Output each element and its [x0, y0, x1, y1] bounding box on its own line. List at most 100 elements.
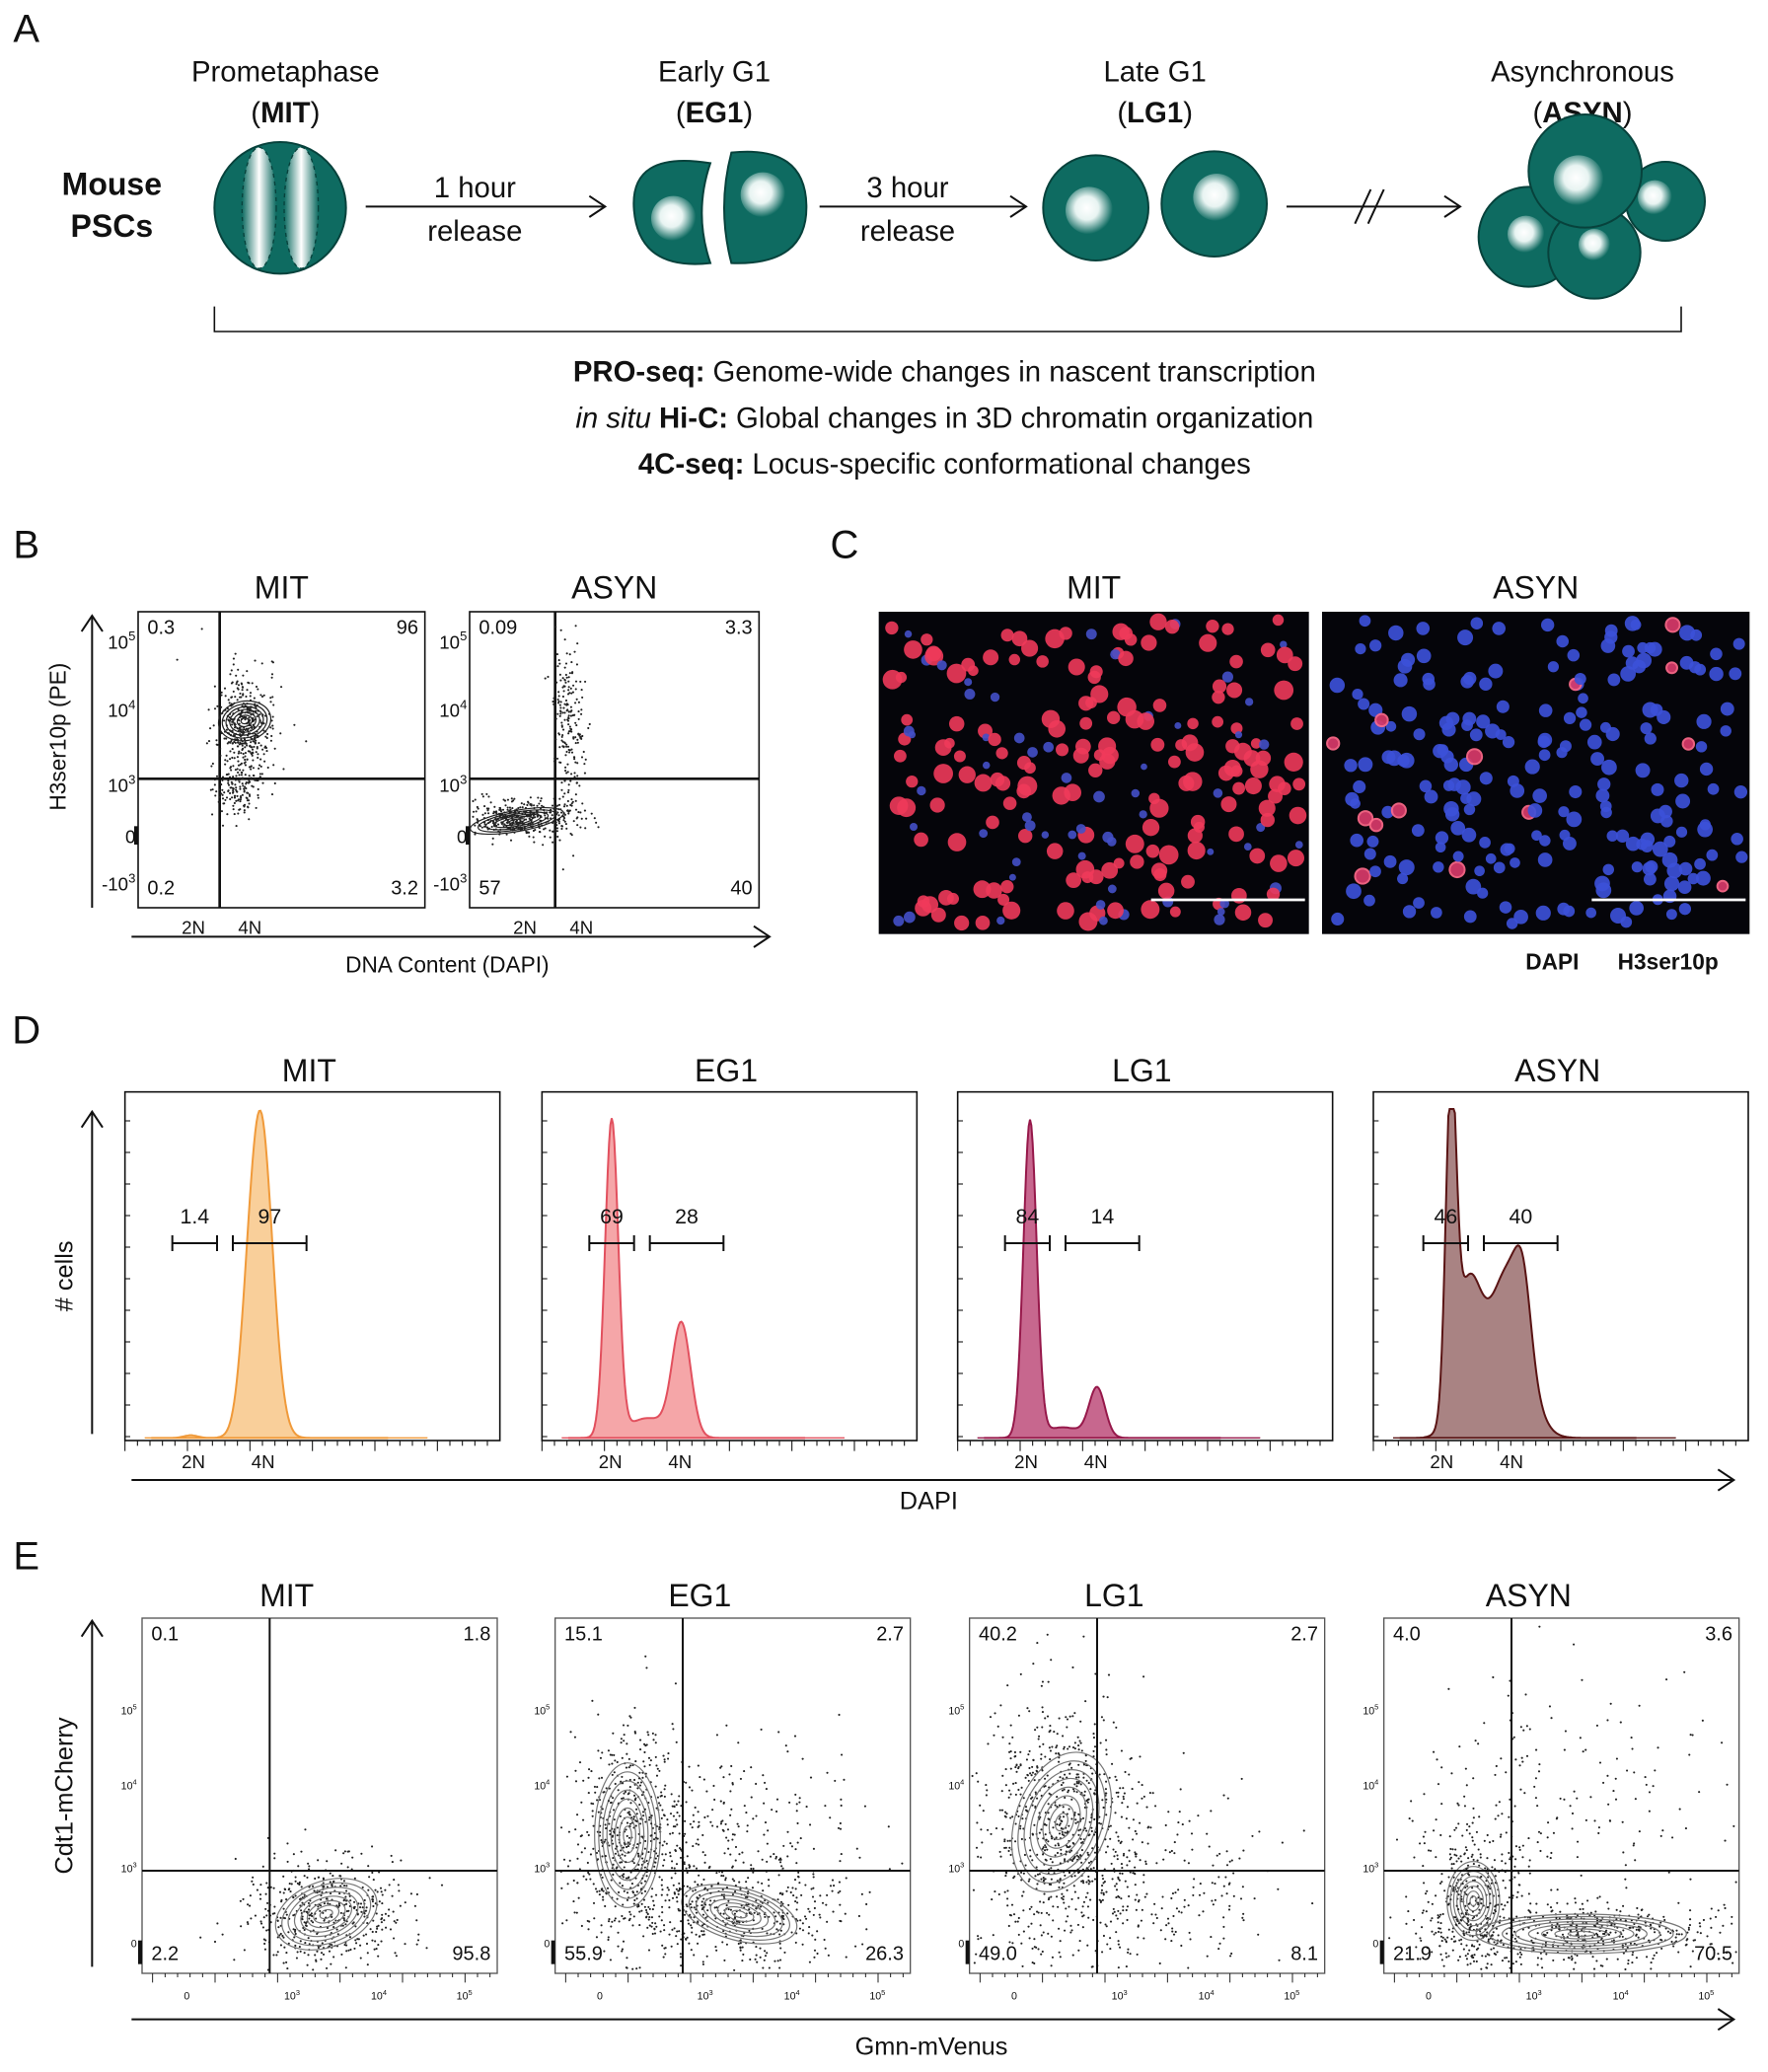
event-dot — [688, 1786, 691, 1789]
event-dot — [621, 1914, 624, 1918]
event-dot — [654, 1922, 657, 1925]
event-dot — [229, 797, 232, 801]
event-dot — [729, 1813, 732, 1816]
event-dot — [840, 1853, 843, 1856]
event-dot — [1041, 1706, 1044, 1709]
event-dot — [723, 1959, 726, 1961]
event-dot — [1211, 1882, 1214, 1885]
cell-nucleus — [1600, 806, 1612, 819]
event-dot — [474, 833, 477, 836]
y-tick-label: 104 — [439, 697, 467, 720]
event-dot — [1055, 1752, 1058, 1755]
event-dot — [393, 1920, 396, 1923]
event-dot — [1109, 1937, 1112, 1940]
event-dot — [553, 829, 557, 832]
x-tick-label: 2N — [599, 1451, 623, 1472]
event-dot — [602, 1895, 605, 1898]
cell-nucleus — [1260, 812, 1275, 828]
event-dot — [1497, 1934, 1500, 1937]
cell-nucleus — [1385, 720, 1397, 732]
event-dot — [729, 1790, 732, 1793]
cell-nucleus — [1579, 718, 1592, 731]
event-dot — [575, 1911, 578, 1914]
cell-nucleus — [1661, 851, 1678, 868]
event-dot — [279, 1932, 282, 1936]
event-dot — [1117, 1835, 1120, 1838]
cell-nucleus — [1402, 905, 1417, 919]
event-dot — [1058, 1717, 1061, 1720]
cell-nucleus — [1258, 799, 1276, 817]
cell-nucleus — [1630, 619, 1642, 630]
event-dot — [320, 1904, 323, 1907]
event-dot — [1216, 1854, 1218, 1857]
event-dot — [284, 1888, 287, 1891]
event-dot — [1048, 1913, 1051, 1916]
event-dot — [1188, 1931, 1191, 1934]
cell-nucleus — [904, 640, 922, 659]
event-dot — [629, 1913, 632, 1916]
x-tick-label-exp: 5 — [469, 1988, 473, 1997]
event-dot — [303, 1952, 306, 1955]
event-dot — [1022, 1930, 1025, 1933]
cell-nucleus — [1650, 703, 1663, 716]
event-dot — [636, 1781, 639, 1784]
event-dot — [227, 773, 230, 776]
event-dot — [556, 757, 559, 760]
event-dot — [342, 1852, 345, 1855]
event-dot — [607, 1800, 611, 1803]
event-dot — [1170, 1896, 1173, 1900]
event-dot — [1480, 1902, 1483, 1905]
y-tick-label-base: -10 — [433, 874, 460, 895]
cell-nucleus — [1381, 805, 1394, 819]
event-dot — [633, 1794, 636, 1797]
event-dot — [766, 1952, 769, 1955]
event-dot — [1029, 1772, 1032, 1775]
event-dot — [498, 806, 501, 809]
cell-nucleus — [1416, 648, 1432, 664]
event-dot — [1068, 1845, 1071, 1848]
event-dot — [1460, 1943, 1463, 1946]
event-dot — [547, 675, 550, 679]
event-dot — [716, 1825, 719, 1828]
event-dot — [1451, 1848, 1454, 1851]
event-dot — [1126, 1864, 1129, 1867]
event-dot — [542, 844, 545, 847]
panel-label: B — [13, 523, 39, 566]
contour — [500, 815, 534, 827]
event-dot — [763, 1802, 766, 1805]
event-dot — [640, 1794, 644, 1797]
event-dot — [731, 1833, 734, 1836]
contour — [1029, 1777, 1094, 1867]
event-dot — [592, 1824, 595, 1827]
event-dot — [819, 1916, 822, 1919]
event-dot — [1079, 1837, 1082, 1840]
event-dot — [1153, 1902, 1156, 1905]
event-dot — [1161, 1895, 1164, 1898]
event-dot — [1116, 1917, 1119, 1920]
event-dot — [1473, 1915, 1476, 1918]
event-dot — [1053, 1872, 1056, 1875]
event-dot — [210, 765, 213, 768]
event-dot — [727, 1847, 730, 1850]
event-dot — [1206, 1955, 1209, 1958]
event-dot — [632, 1817, 635, 1820]
event-dot — [417, 1933, 420, 1936]
event-dot — [480, 792, 483, 795]
event-dot — [1073, 1783, 1076, 1786]
cell-nucleus — [1284, 752, 1303, 772]
event-dot — [1035, 1946, 1038, 1949]
event-dot — [1182, 1751, 1185, 1754]
cell-nucleus — [1411, 824, 1425, 837]
event-dot — [1068, 1905, 1070, 1908]
cell-nucleus — [1290, 717, 1303, 730]
event-dot — [285, 1961, 288, 1963]
event-dot — [1120, 1897, 1123, 1900]
cell-nucleus — [1424, 789, 1438, 804]
event-dot — [653, 1865, 656, 1868]
cell-nucleus — [1696, 713, 1712, 729]
event-dot — [596, 1890, 599, 1893]
event-dot — [1509, 1798, 1511, 1801]
event-dot — [622, 1797, 625, 1800]
event-dot — [1117, 1876, 1120, 1879]
event-dot — [1075, 1782, 1078, 1785]
